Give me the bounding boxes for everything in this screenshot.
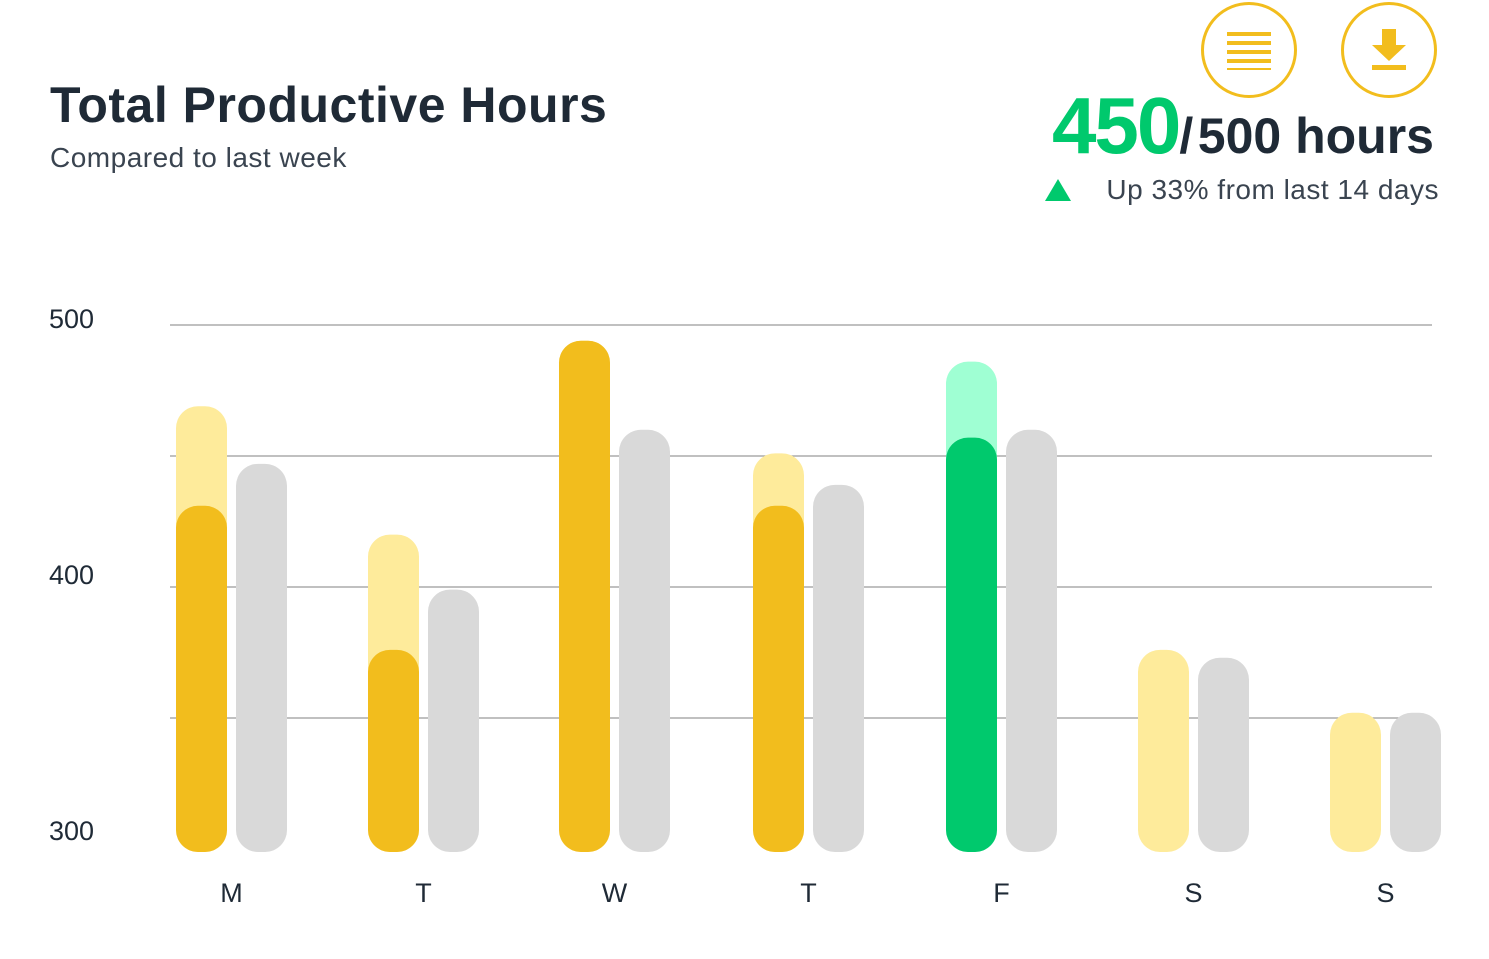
- bar-solid: [176, 505, 227, 852]
- menu-lines-icon: [1227, 32, 1271, 70]
- y-tick-label: 500: [49, 304, 94, 334]
- bar-solid: [753, 505, 804, 852]
- triangle-up-icon: [1045, 179, 1072, 201]
- bar-comparison: [619, 429, 670, 852]
- y-tick-label: 400: [49, 560, 94, 590]
- bar-comparison: [1390, 712, 1441, 852]
- summary-separator: /: [1179, 108, 1194, 164]
- target-hours: 500 hours: [1197, 108, 1434, 164]
- x-tick-label: W: [602, 878, 628, 908]
- x-tick-label: T: [800, 878, 817, 908]
- bar-solid: [368, 649, 419, 852]
- x-tick-label: T: [415, 878, 432, 908]
- y-tick-label: 300: [49, 816, 94, 846]
- bar-comparison: [236, 463, 287, 852]
- chart-subtitle: Compared to last week: [50, 142, 347, 173]
- x-tick-label: M: [220, 878, 243, 908]
- current-hours-value: 450: [1051, 81, 1181, 170]
- chart-title: Total Productive Hours: [50, 77, 608, 133]
- bar-comparison: [813, 484, 864, 852]
- bar-comparison: [1006, 429, 1057, 852]
- download-icon: [1372, 29, 1406, 70]
- x-tick-label: F: [993, 878, 1010, 908]
- x-tick-label: S: [1376, 878, 1394, 908]
- bar-solid: [946, 437, 997, 852]
- bar-light: [1138, 649, 1189, 852]
- bar-light: [1330, 712, 1381, 852]
- trend-indicator: Up 33% from last 14 days: [1044, 174, 1439, 206]
- bar-comparison: [1198, 657, 1249, 852]
- bar-comparison: [428, 589, 479, 852]
- trend-text: Up 33% from last 14 days: [1106, 174, 1439, 205]
- bar-solid: [559, 340, 610, 852]
- x-tick-label: S: [1184, 878, 1202, 908]
- summary-total: 450/ 500 hours: [1052, 80, 1434, 172]
- download-button[interactable]: [1341, 2, 1437, 98]
- menu-button[interactable]: [1201, 2, 1297, 98]
